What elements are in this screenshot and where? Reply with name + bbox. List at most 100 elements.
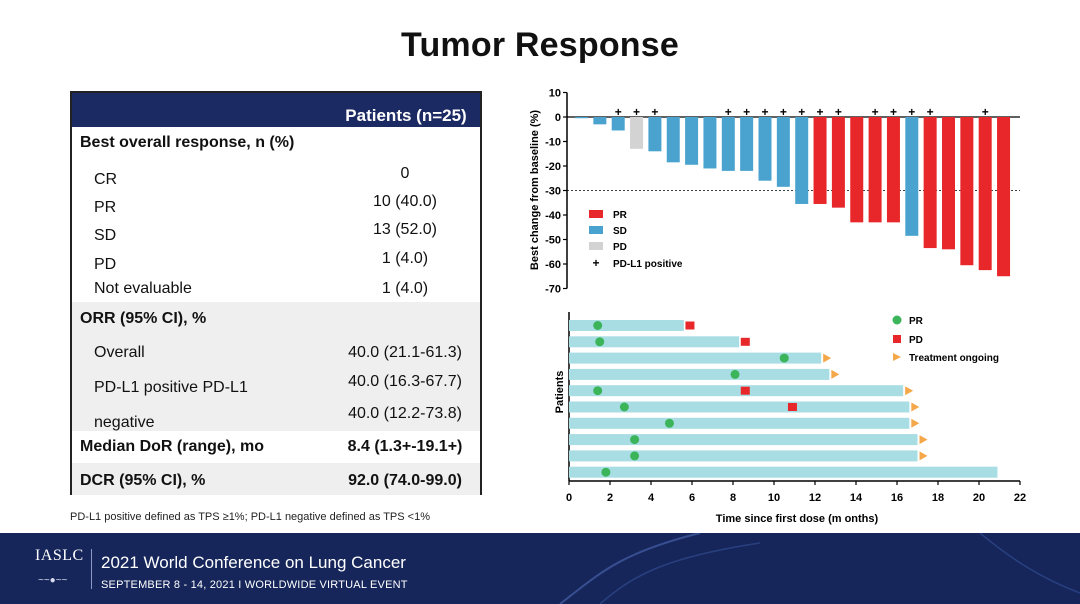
legend-swatch [589, 210, 603, 218]
ongoing-marker [823, 353, 832, 363]
waterfall-bar [905, 117, 919, 236]
waterfall-bar [923, 117, 937, 249]
waterfall-bar [758, 117, 772, 181]
x-tick-label: 22 [1014, 492, 1026, 504]
table-row: SD 13 (52.0) [72, 217, 480, 246]
table-row: PR 10 (40.0) [72, 189, 480, 217]
y-tick-label: -50 [545, 235, 561, 247]
pdl1-positive-marker: + [890, 105, 897, 119]
pd-marker [740, 386, 750, 395]
row-value: 40.0 (12.2-73.8) [348, 405, 462, 422]
x-tick-label: 16 [891, 492, 903, 504]
x-axis-label: Time since first dose (m onths) [716, 513, 879, 525]
pdl1-positive-marker: + [927, 105, 934, 119]
y-tick-label: -40 [545, 210, 561, 222]
legend-pr-marker [892, 315, 902, 325]
response-table: Patients (n=25) Best overall response, n… [70, 91, 482, 495]
waterfall-bar [831, 117, 845, 208]
row-label: Overall [94, 344, 145, 361]
patient-bar [569, 434, 918, 446]
x-tick-label: 4 [648, 492, 655, 504]
waterfall-bar [813, 117, 827, 204]
pr-marker [593, 386, 603, 396]
y-tick-label: 10 [549, 88, 561, 100]
pr-marker [619, 402, 629, 412]
waterfall-bar [850, 117, 864, 223]
conference-banner: IASLC ~~●~~ 2021 World Conference on Lun… [0, 533, 1080, 604]
legend-pd-marker [893, 335, 901, 343]
waterfall-bar [630, 117, 644, 149]
logo-lung-icon: ~~●~~ [38, 575, 68, 586]
waterfall-bar [960, 117, 974, 266]
legend-label: PR [909, 316, 924, 327]
y-tick-label: -60 [545, 259, 561, 271]
waterfall-bar [868, 117, 882, 223]
pr-marker [630, 435, 640, 445]
waterfall-bar [666, 117, 680, 163]
waterfall-bar [721, 117, 735, 171]
legend-label: Treatment ongoing [909, 353, 999, 364]
legend-swatch [589, 242, 603, 250]
pd-marker [740, 337, 750, 346]
slide-title: Tumor Response [401, 26, 679, 64]
row-label: Best overall response, n (%) [80, 134, 295, 151]
swimmer-chart: 0 2 4 6 8 10 12 14 16 18 20 22 Time since first dose… [554, 312, 1026, 525]
y-tick-label: -10 [545, 137, 561, 149]
pdl1-positive-marker: + [835, 105, 842, 119]
row-label: SD [94, 227, 117, 244]
patient-bar [569, 401, 910, 413]
table-row: negative 40.0 (12.2-73.8) [72, 399, 480, 431]
banner-divider [91, 549, 92, 589]
pdl1-positive-marker: + [651, 105, 658, 119]
waterfall-bar [776, 117, 790, 187]
pdl1-positive-marker: + [817, 105, 824, 119]
y-axis-label: Best change from baseline (%) [529, 110, 541, 270]
x-tick-label: 12 [809, 492, 821, 504]
legend-label: PD [613, 242, 627, 253]
y-tick-label: -20 [545, 161, 561, 173]
charts-canvas: 10 0 -10 -20 -30 -40 -50 -60 -70 Best change from… [529, 88, 1026, 526]
x-tick-label: 2 [607, 492, 613, 504]
ongoing-marker [911, 418, 920, 428]
pdl1-positive-marker: + [743, 105, 750, 119]
y-tick-label: 0 [555, 112, 561, 124]
row-value: 10 (40.0) [372, 193, 438, 210]
waterfall-bar [795, 117, 809, 204]
pdl1-positive-marker: + [872, 105, 879, 119]
row-value: 1 (4.0) [381, 280, 429, 297]
y-tick-label: -70 [545, 284, 561, 296]
patient-bar [569, 368, 830, 380]
pdl1-positive-marker: + [761, 105, 768, 119]
x-tick-label: 8 [730, 492, 736, 504]
x-tick-label: 6 [689, 492, 695, 504]
waterfall-bar [997, 117, 1011, 277]
pr-marker [779, 353, 789, 363]
y-tick-label: -30 [545, 186, 561, 198]
legend-ongoing-marker [893, 353, 901, 361]
pr-marker [630, 451, 640, 461]
pdl1-positive-marker: + [725, 105, 732, 119]
y-axis-label: Patients [554, 371, 566, 414]
pdl1-positive-marker: + [633, 105, 640, 119]
pr-marker [730, 369, 740, 379]
ongoing-marker [905, 386, 914, 396]
row-value: 92.0 (74.0-99.0) [348, 472, 462, 489]
table-row: Overall 40.0 (21.1-61.3) [72, 335, 480, 367]
row-value: 1 (4.0) [381, 250, 429, 267]
row-label: negative [94, 414, 155, 431]
row-label: Median DoR (range), mo [80, 438, 265, 455]
pd-marker [685, 321, 695, 330]
waterfall-bar [978, 117, 992, 271]
x-tick-label: 0 [566, 492, 572, 504]
waterfall-bar [611, 117, 625, 131]
footnote: PD-L1 positive defined as TPS ≥1%; PD-L1… [70, 511, 430, 523]
row-value: 0 [400, 165, 410, 182]
table-row: Not evaluable 1 (4.0) [72, 274, 480, 302]
pr-marker [601, 467, 611, 477]
row-value: 13 (52.0) [372, 221, 438, 238]
pr-marker [664, 418, 674, 428]
row-label: PR [94, 199, 117, 216]
legend-plus-symbol: + [592, 256, 599, 270]
waterfall-bar [703, 117, 717, 169]
ongoing-marker [831, 369, 840, 379]
